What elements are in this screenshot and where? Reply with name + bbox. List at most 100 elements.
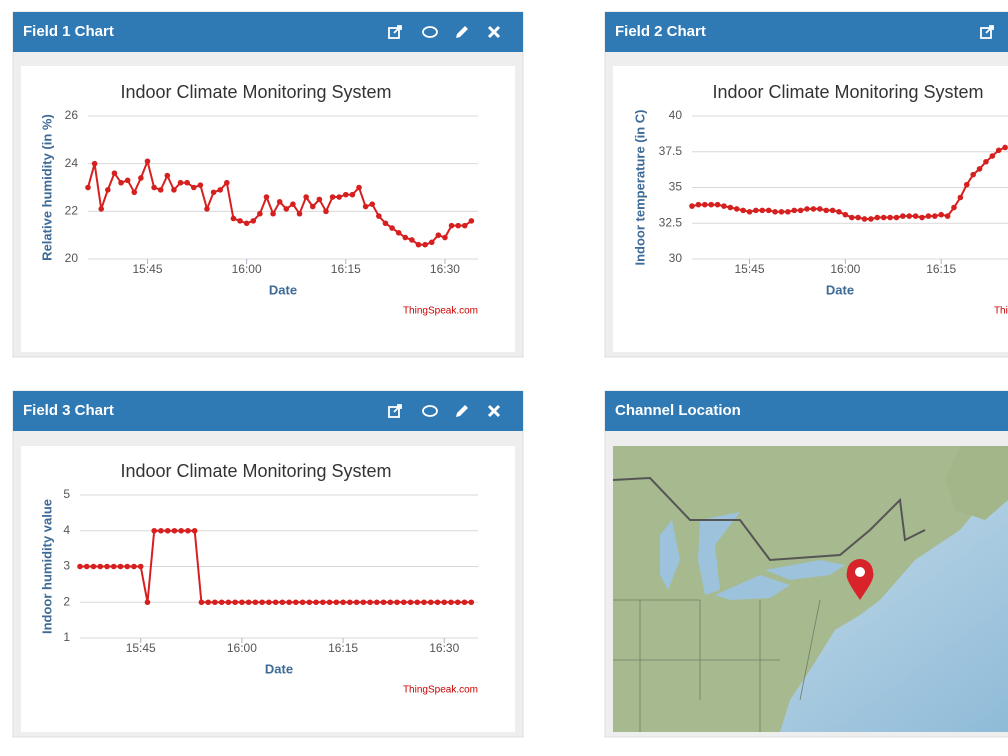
data-point <box>369 201 376 207</box>
data-point <box>823 207 829 214</box>
data-point <box>124 563 131 570</box>
x-tick-label: 16:15 <box>926 262 956 276</box>
data-point <box>212 599 218 606</box>
location-pin[interactable] <box>846 559 874 600</box>
edit-icon[interactable] <box>456 26 468 38</box>
data-point <box>376 213 382 219</box>
open-icon[interactable] <box>388 25 402 39</box>
data-point <box>989 153 996 159</box>
data-point <box>259 599 265 606</box>
data-point <box>164 172 171 179</box>
data-point <box>772 209 778 215</box>
data-point <box>374 599 380 606</box>
data-point <box>435 232 442 238</box>
chart-title: Indoor Climate Monitoring System <box>120 461 391 481</box>
chart-title: Indoor Climate Monitoring System <box>712 82 983 102</box>
data-point <box>257 210 263 217</box>
data-point <box>77 563 83 570</box>
lake <box>715 575 790 600</box>
data-point <box>157 187 164 193</box>
data-point <box>778 209 785 215</box>
data-point <box>151 527 158 534</box>
panel-header <box>13 12 523 52</box>
credit: ThingSpeak.com <box>403 306 478 317</box>
data-point <box>320 599 326 606</box>
open-icon[interactable] <box>388 404 402 418</box>
data-point <box>272 599 279 606</box>
data-point <box>944 213 951 219</box>
data-point <box>333 599 340 606</box>
data-point <box>382 220 389 227</box>
close-icon[interactable] <box>487 404 501 418</box>
y-tick-label: 30 <box>669 251 683 265</box>
border <box>612 476 926 562</box>
panel-title: Field 3 Chart <box>23 402 114 419</box>
lake <box>660 520 680 590</box>
data-point <box>178 527 184 534</box>
y-tick-label: 32.5 <box>659 215 683 229</box>
data-point <box>349 191 356 198</box>
data-point <box>791 207 798 214</box>
data-point <box>171 187 177 193</box>
data-point <box>185 527 191 534</box>
data-point <box>380 599 387 606</box>
data-point <box>848 214 855 221</box>
data-point <box>389 225 395 231</box>
data-point <box>138 175 144 181</box>
data-point <box>191 527 198 534</box>
data-point <box>906 213 913 219</box>
edit-icon[interactable] <box>456 405 468 417</box>
data-point <box>230 215 237 222</box>
data-point <box>797 207 804 214</box>
credit: ThingSpeak.com <box>403 685 478 696</box>
data-point <box>309 203 316 210</box>
data-point <box>313 599 319 606</box>
data-point <box>394 599 400 606</box>
data-point <box>218 599 225 606</box>
data-point <box>217 187 224 193</box>
data-point <box>816 206 823 212</box>
panel: Field 2 Chart <box>604 11 1008 358</box>
comment-icon[interactable] <box>422 26 438 38</box>
data-point <box>144 599 151 606</box>
x-tick-label: 16:30 <box>429 641 459 655</box>
data-point <box>454 599 461 606</box>
x-tick-label: 15:45 <box>734 262 764 276</box>
data-point <box>963 181 970 188</box>
open-icon[interactable] <box>980 25 994 39</box>
data-point <box>880 214 887 221</box>
data-point <box>239 599 245 606</box>
data-point <box>448 222 455 229</box>
data-point <box>695 201 702 208</box>
data-point <box>290 201 296 207</box>
data-point <box>409 237 415 243</box>
data-point <box>893 214 900 221</box>
x-tick-label: 16:30 <box>430 262 460 276</box>
data-point <box>442 234 448 241</box>
data-point <box>137 563 144 570</box>
data-point <box>759 207 766 214</box>
y-tick-label: 1 <box>63 630 70 644</box>
x-axis-label: Date <box>826 282 854 297</box>
data-point <box>919 214 925 221</box>
location-pin-dot <box>855 567 865 577</box>
data-point <box>90 563 97 570</box>
data-point <box>197 182 204 188</box>
data-point <box>387 599 394 606</box>
data-point <box>158 527 164 534</box>
data-point <box>237 218 243 224</box>
data-point <box>323 208 329 215</box>
y-axis-label: Indoor temperature (in C) <box>632 109 647 265</box>
data-point <box>184 179 190 186</box>
data-point <box>861 216 868 222</box>
data-point <box>105 187 111 193</box>
data-point <box>110 563 117 570</box>
data-point <box>855 214 861 221</box>
x-axis-label: Date <box>269 282 297 297</box>
data-point <box>829 207 836 214</box>
y-tick-label: 5 <box>63 487 70 501</box>
data-point <box>353 599 360 606</box>
comment-icon[interactable] <box>422 405 438 417</box>
close-icon[interactable] <box>487 25 501 39</box>
y-tick-label: 22 <box>65 204 79 218</box>
